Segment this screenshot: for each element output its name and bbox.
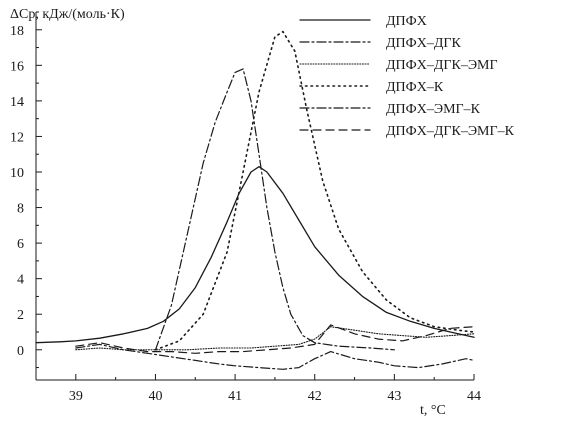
series-line-2 bbox=[75, 343, 475, 370]
y-tick-label: 12 bbox=[10, 130, 24, 145]
y-tick-label: 0 bbox=[17, 344, 24, 359]
chart-legend: ДПФХ ДПФХ–ДГК ДПФХ–ДГК–ЭМГ ДПФХ–К ДПФХ–ЭМГ–К… bbox=[299, 14, 515, 139]
y-tick-label: 16 bbox=[10, 59, 24, 74]
y-tick-label: 6 bbox=[17, 237, 24, 252]
y-tick-label: 2 bbox=[17, 308, 24, 323]
legend-label-3: ДПФХ–ДГК–ЭМГ bbox=[386, 58, 498, 73]
x-tick-label: 42 bbox=[308, 389, 322, 404]
y-tick-label: 10 bbox=[10, 166, 24, 181]
y-tick-label: 4 bbox=[17, 273, 24, 288]
y-tick-label: 18 bbox=[10, 24, 24, 39]
x-tick-label: 39 bbox=[69, 389, 83, 404]
legend-label-6: ДПФХ–ДГК–ЭМГ–К bbox=[386, 124, 515, 139]
x-axis-title: t, °C bbox=[420, 403, 446, 418]
series-line-6 bbox=[75, 324, 475, 354]
y-tick-label: 14 bbox=[10, 95, 24, 110]
series-line-3 bbox=[75, 326, 475, 351]
chart-axes bbox=[35, 12, 474, 381]
series-layer bbox=[35, 30, 475, 370]
y-axis-title: ΔCp, кДж/(моль·К) bbox=[10, 7, 125, 22]
x-tick-label: 41 bbox=[228, 389, 242, 404]
y-tick-label: 8 bbox=[17, 202, 24, 217]
legend-label-5: ДПФХ–ЭМГ–К bbox=[386, 102, 481, 117]
legend-label-2: ДПФХ–ДГК bbox=[386, 36, 461, 51]
x-tick-label: 44 bbox=[467, 389, 481, 404]
legend-label-1: ДПФХ bbox=[386, 14, 427, 29]
series-line-1 bbox=[35, 166, 475, 344]
series-line-4 bbox=[154, 30, 475, 351]
axis-titles: ΔCp, кДж/(моль·К) t, °C bbox=[10, 7, 446, 418]
legend-label-4: ДПФХ–К bbox=[386, 80, 444, 95]
series-line-5 bbox=[154, 68, 395, 351]
chart-ticks: 39 40 41 42 43 44 0 2 4 6 8 10 12 14 16 18 bbox=[10, 11, 481, 404]
x-tick-label: 43 bbox=[387, 389, 401, 404]
x-tick-label: 40 bbox=[148, 389, 162, 404]
